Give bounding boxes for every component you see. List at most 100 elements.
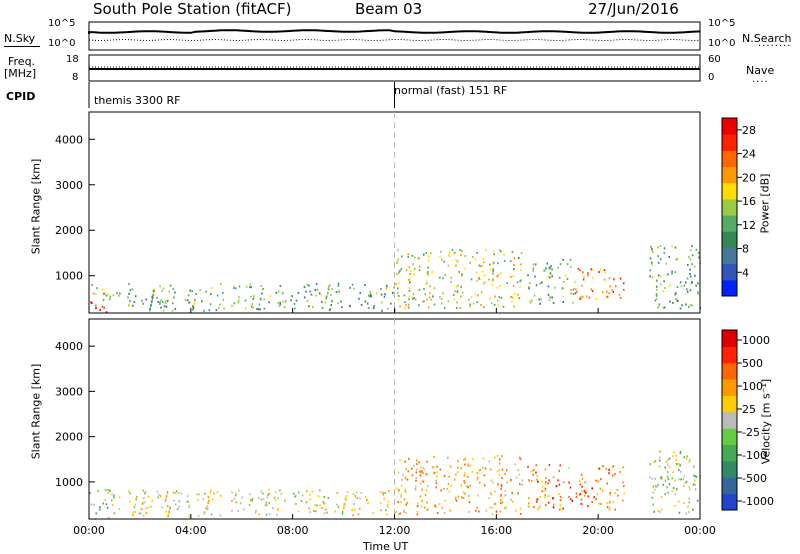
velocity-panel-pixel (544, 483, 547, 486)
power-panel-pixel (153, 289, 155, 292)
velocity-panel-pixel (205, 507, 207, 510)
velocity-panel-pixel (688, 511, 690, 514)
velocity-panel-pixel (305, 490, 308, 493)
power-panel-pixel (250, 286, 252, 289)
power-panel-pixel (688, 256, 690, 259)
velocity-panel-pixel (277, 508, 279, 511)
power-colorbar-swatch (722, 247, 737, 265)
velocity-colorbar-swatch (722, 444, 737, 462)
velocity-panel-pixel (472, 458, 474, 461)
power-panel-pixel (407, 253, 410, 256)
velocity-panel-pixel (258, 513, 260, 516)
velocity-panel-pixel (405, 503, 408, 506)
power-panel-pixel (453, 298, 456, 301)
power-panel-pixel (423, 300, 426, 303)
velocity-panel-pixel (464, 482, 466, 484)
power-panel-pixel (103, 306, 105, 309)
velocity-panel-pixel (608, 472, 610, 475)
power-panel-pixel (497, 304, 500, 307)
velocity-colorbar-frame (721, 329, 738, 511)
velocity-panel-pixel (266, 496, 269, 499)
velocity-panel-pixel (511, 492, 513, 495)
velocity-panel-pixel (323, 512, 326, 515)
power-panel-pixel (409, 281, 411, 284)
power-panel-pixel (481, 270, 484, 273)
date-title: 27/Jun/2016 (588, 0, 679, 18)
velocity-panel-pixel (145, 512, 148, 515)
velocity-panel-pixel (178, 500, 181, 503)
velocity-panel-pixel (150, 505, 152, 508)
velocity-panel-pixel (297, 491, 300, 494)
velocity-panel-pixel (463, 497, 465, 500)
velocity-panel-pixel (679, 450, 682, 453)
power-panel-pixel (162, 309, 165, 312)
velocity-panel-pixel (397, 501, 400, 503)
velocity-panel-pixel (379, 502, 382, 505)
velocity-panel-pixel (679, 464, 681, 467)
velocity-panel-pixel (167, 514, 170, 517)
power-colorbar-swatch (722, 134, 737, 151)
velocity-panel-pixels (89, 450, 702, 520)
power-panel-pixel (188, 301, 190, 304)
power-colorbar-swatch (722, 118, 737, 135)
velocity-panel-pixel (678, 511, 681, 514)
velocity-panel-pixel (262, 498, 265, 501)
power-panel-pixel (582, 271, 584, 274)
power-panel-pixel (315, 283, 318, 286)
velocity-panel-pixel (343, 505, 345, 508)
velocity-panel-pixel (552, 476, 555, 479)
power-panel-pixel (293, 302, 296, 305)
velocity-panel-pixel (559, 504, 561, 507)
velocity-colorbar-tick-label: 1000 (742, 334, 770, 347)
velocity-panel-pixel (498, 473, 500, 476)
power-panel-pixel (551, 275, 554, 278)
velocity-panel-pixel (341, 512, 344, 515)
power-panel-pixel (689, 275, 692, 278)
power-panel-pixel (423, 287, 425, 290)
beam-title: Beam 03 (355, 0, 423, 18)
power-panel-pixel (441, 258, 443, 261)
power-panel-pixel (461, 291, 464, 294)
power-panel-pixel (145, 298, 148, 301)
velocity-panel-pixel (476, 506, 478, 509)
power-panel-pixel (418, 289, 421, 291)
velocity-panel-pixel (674, 504, 676, 507)
power-panel-pixel (529, 282, 531, 284)
power-panel-pixel (470, 278, 473, 281)
velocity-panel-pixel (488, 497, 491, 500)
power-panel-pixel (385, 288, 387, 290)
power-panel-pixel (186, 299, 189, 302)
power-panel-pixel (349, 304, 351, 307)
power-panel-pixel (674, 271, 677, 274)
power-colorbar-tick-label: 4 (742, 266, 749, 279)
power-panel-pixel (325, 295, 328, 298)
velocity-panel-pixel (688, 501, 691, 504)
velocity-panel-ytick-label: 4000 (55, 340, 83, 353)
noise-tick-left-top: 10^5 (48, 18, 76, 29)
velocity-panel-pixel (142, 489, 145, 492)
velocity-panel-pixel (471, 470, 474, 473)
velocity-panel-pixel (404, 490, 407, 493)
velocity-panel-pixel (416, 463, 418, 466)
power-panel-pixel (412, 297, 414, 300)
velocity-panel-pixel (254, 511, 257, 514)
velocity-panel-pixel (654, 488, 656, 491)
power-panel-pixel (199, 288, 202, 291)
power-panel-pixel (622, 282, 625, 285)
velocity-panel-pixel (483, 474, 486, 477)
velocity-panel-pixel (353, 503, 355, 505)
velocity-panel-pixel (619, 471, 621, 473)
velocity-panel-pixel (406, 478, 409, 481)
power-panel-pixel (671, 245, 673, 248)
power-panel-pixel (587, 274, 589, 277)
power-panel-pixel (427, 270, 429, 273)
velocity-panel-pixel (169, 506, 171, 509)
velocity-panel-pixel (449, 509, 452, 512)
velocity-panel-pixel (673, 451, 675, 454)
velocity-panel-pixel (584, 481, 586, 484)
power-panel-pixel (443, 307, 446, 310)
power-panel-pixel (674, 246, 677, 249)
power-panel-pixel (559, 263, 562, 266)
power-panel-pixel (671, 270, 673, 273)
power-panel-pixel (223, 307, 225, 310)
